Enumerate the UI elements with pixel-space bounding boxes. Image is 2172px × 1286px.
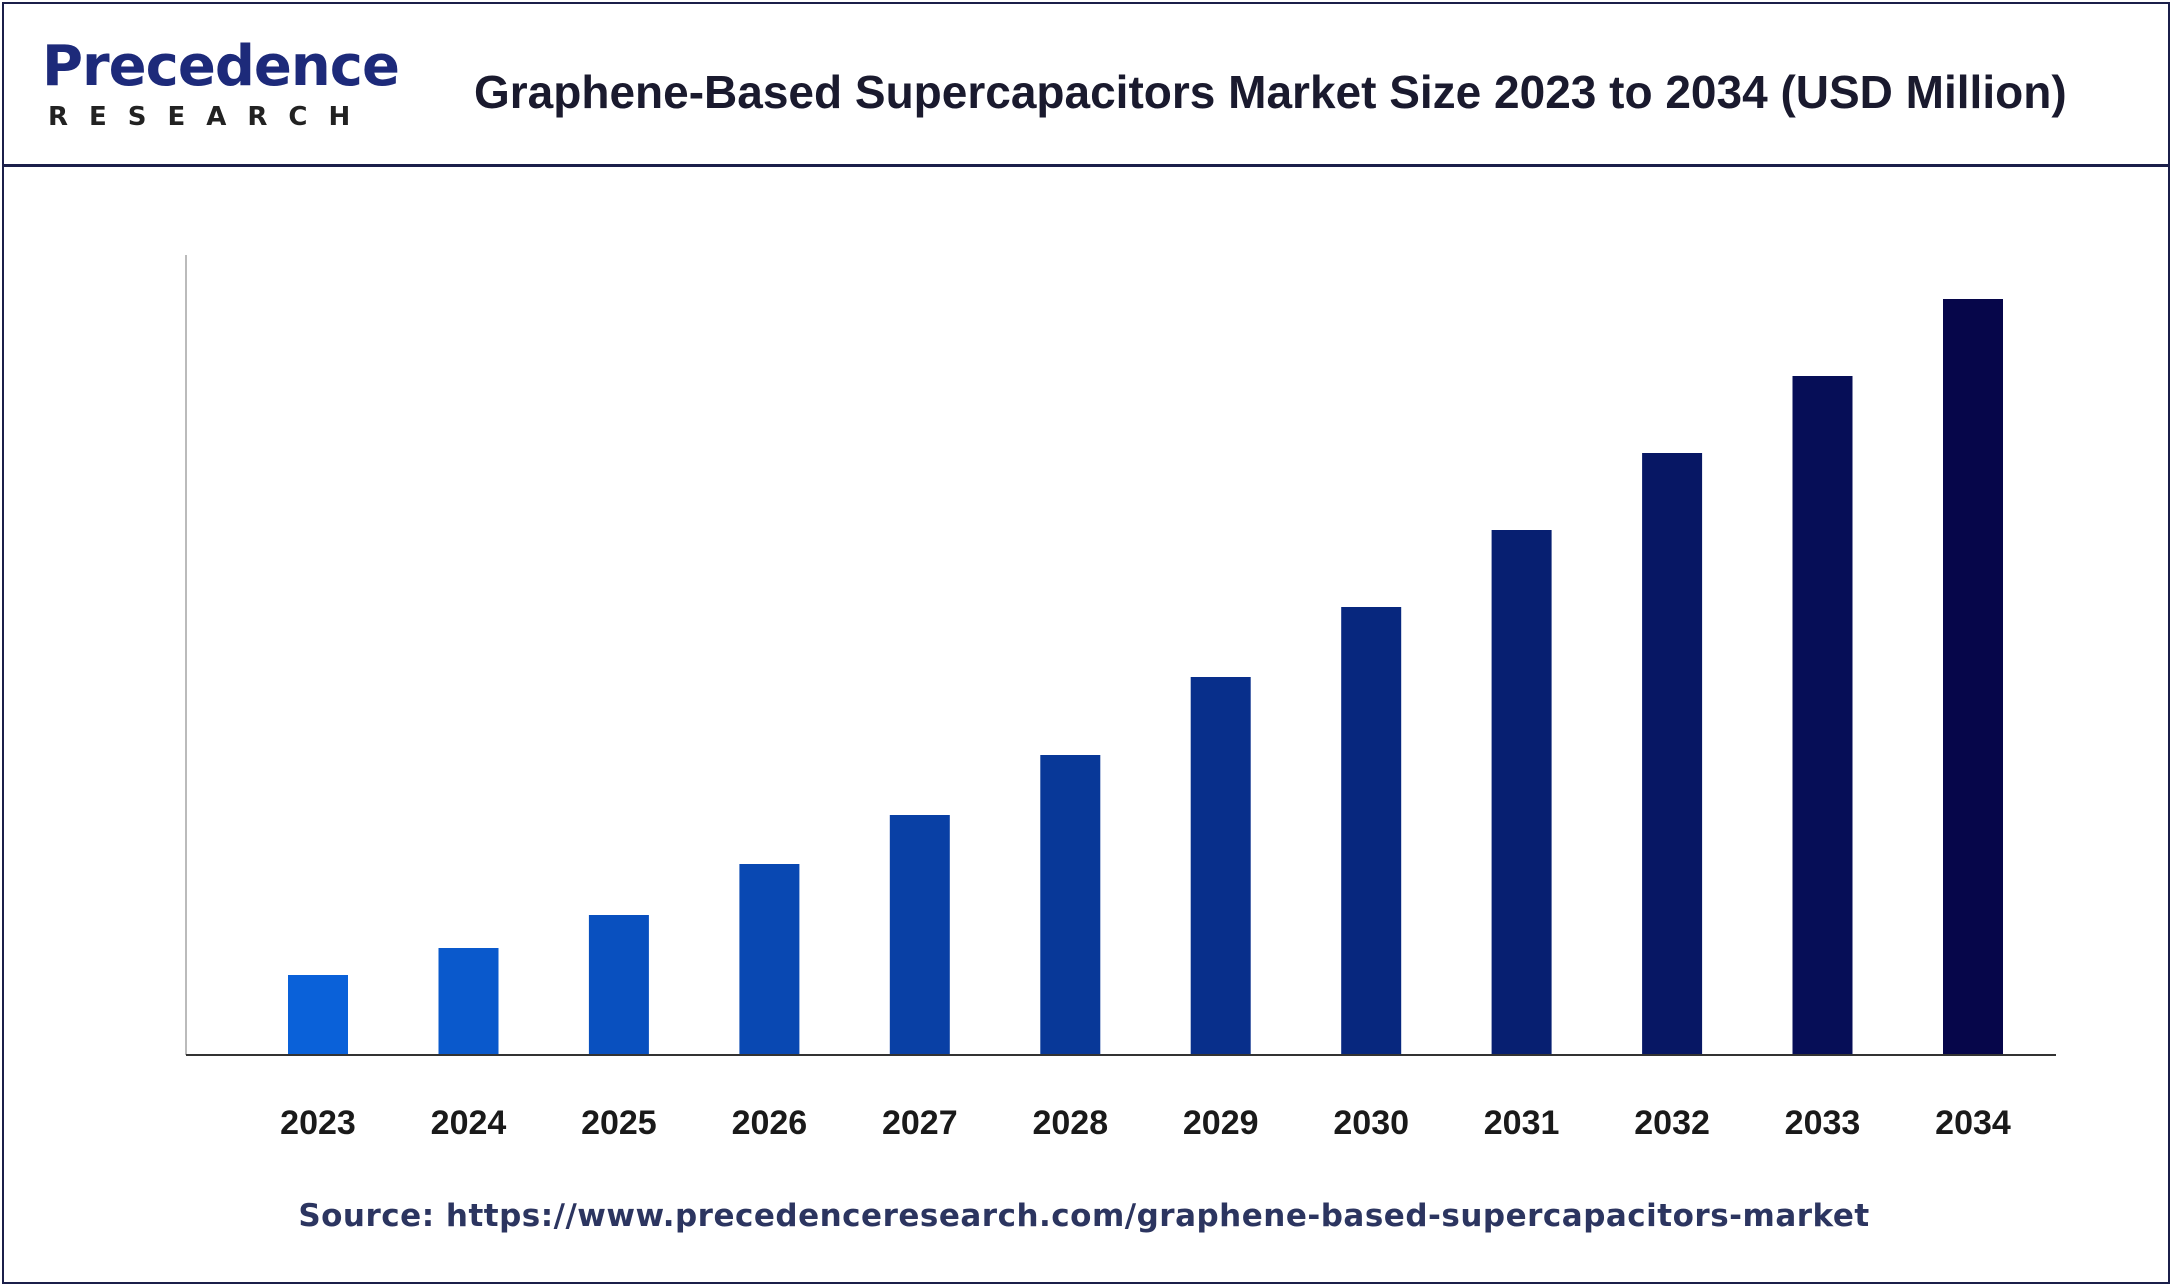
bar-2023 <box>288 975 348 1055</box>
bar-2029 <box>1190 677 1251 1055</box>
x-tick-label-2025: 2025 <box>581 1104 657 1142</box>
source-citation: Source: https://www.precedenceresearch.c… <box>298 1198 1870 1234</box>
logo-wordmark: Precedence <box>42 34 400 99</box>
x-tick-label-2030: 2030 <box>1333 1104 1409 1142</box>
bar-2034 <box>1943 299 2003 1055</box>
x-tick-label-2033: 2033 <box>1785 1104 1861 1142</box>
x-tick-label-2031: 2031 <box>1484 1104 1560 1142</box>
header: Precedence RESEARCH Graphene-Based Super… <box>4 4 2168 167</box>
x-tick-label-2027: 2027 <box>882 1104 958 1142</box>
x-tick-label-2024: 2024 <box>431 1104 507 1142</box>
x-tick-label-2028: 2028 <box>1032 1104 1108 1142</box>
bar-2026 <box>739 864 800 1055</box>
precedence-research-logo: Precedence RESEARCH <box>42 34 400 134</box>
bar-2025 <box>588 915 649 1055</box>
bar-2030 <box>1341 607 1402 1055</box>
x-tick-label-2032: 2032 <box>1634 1104 1710 1142</box>
bar-2032 <box>1642 453 1703 1055</box>
bar-2028 <box>1040 755 1101 1055</box>
x-tick-label-2026: 2026 <box>732 1104 808 1142</box>
bar-2027 <box>889 815 950 1055</box>
x-tick-label-2034: 2034 <box>1935 1104 2011 1142</box>
bars-group <box>288 299 2003 1055</box>
x-tick-label-2023: 2023 <box>280 1104 356 1142</box>
bar-2031 <box>1491 530 1552 1055</box>
bar-2024 <box>438 948 499 1055</box>
chart-title: Graphene-Based Supercapacitors Market Si… <box>474 66 2067 118</box>
bar-2033 <box>1792 376 1853 1055</box>
logo-subtitle: RESEARCH <box>48 102 372 132</box>
x-tick-label-2029: 2029 <box>1183 1104 1259 1142</box>
x-tick-labels-group: 2023 2024 2025 2026 2027 2028 2029 2030 2031 2032… <box>280 1104 2011 1142</box>
